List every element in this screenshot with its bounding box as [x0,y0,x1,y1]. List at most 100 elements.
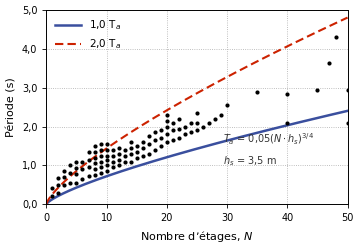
Point [62,183,67,187]
Point [146,134,152,138]
Point [68,164,73,168]
Point [194,121,200,125]
Point [68,171,73,175]
Point [92,150,98,154]
Point [212,117,218,121]
Point [55,176,61,180]
Y-axis label: Période (s): Période (s) [6,77,16,137]
Point [98,154,103,158]
Point [98,148,103,152]
X-axis label: Nombre d’étages, $N$: Nombre d’étages, $N$ [140,229,254,244]
Point [98,160,103,164]
Point [116,164,122,168]
Point [164,124,170,128]
Point [104,169,109,173]
Point [80,167,85,171]
Point [116,146,122,150]
Point [315,88,320,92]
Point [86,158,91,162]
Point [80,160,85,164]
Point [86,165,91,169]
Point [284,121,290,125]
Legend: 1,0 T$_a$, 2,0 T$_a$: 1,0 T$_a$, 2,0 T$_a$ [51,16,124,54]
Point [140,140,145,144]
Point [176,136,182,140]
Point [146,152,152,156]
Point [152,148,158,152]
Point [122,148,127,152]
Point [333,36,338,40]
Point [164,132,170,136]
Point [327,60,332,64]
Point [73,166,79,170]
Point [92,156,98,160]
Point [128,152,134,156]
Point [170,138,176,142]
Point [128,146,134,150]
Point [188,121,194,125]
Point [170,121,176,125]
Point [182,132,188,136]
Point [104,164,109,168]
Point [49,186,55,190]
Point [104,142,109,146]
Point [110,154,116,158]
Point [73,160,79,164]
Point [92,167,98,171]
Point [73,172,79,176]
Point [116,158,122,162]
Point [122,154,127,158]
Point [55,183,61,187]
Point [92,144,98,148]
Point [206,121,212,125]
Point [224,103,230,107]
Point [80,177,85,181]
Point [104,148,109,152]
Point [152,130,158,134]
Point [218,113,224,117]
Point [345,121,350,125]
Text: $T_a$ = 0,05$(N \cdot h_s)^{3/4}$
$h_s$ = 3,5 m: $T_a$ = 0,05$(N \cdot h_s)^{3/4}$ $h_s$ … [222,132,314,168]
Point [345,88,350,92]
Point [68,181,73,185]
Point [128,140,134,144]
Point [49,194,55,198]
Point [176,117,182,121]
Point [98,171,103,175]
Point [116,152,122,156]
Point [158,128,164,132]
Point [146,142,152,146]
Point [158,144,164,148]
Point [73,181,79,185]
Point [128,160,134,164]
Point [104,158,109,162]
Point [110,160,116,164]
Point [55,190,61,194]
Point [170,128,176,132]
Point [110,148,116,152]
Point [284,92,290,96]
Point [254,90,260,94]
Point [110,165,116,169]
Point [158,136,164,140]
Point [140,146,145,150]
Point [98,165,103,169]
Point [62,169,67,173]
Point [104,154,109,158]
Point [62,175,67,179]
Point [92,173,98,177]
Point [86,150,91,154]
Point [164,140,170,144]
Point [182,124,188,128]
Point [188,130,194,134]
Point [92,162,98,166]
Point [152,138,158,142]
Point [200,124,206,128]
Point [86,174,91,178]
Point [98,142,103,146]
Point [194,111,200,115]
Point [122,160,127,164]
Point [140,154,145,158]
Point [134,144,140,148]
Point [164,113,170,117]
